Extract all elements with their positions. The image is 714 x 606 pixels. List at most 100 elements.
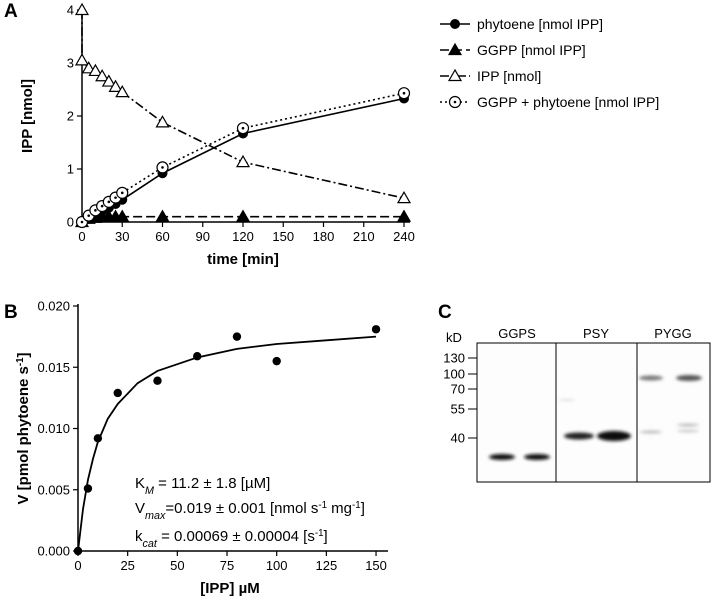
y-axis-label-part: ] bbox=[15, 352, 32, 357]
point bbox=[236, 122, 250, 135]
point-dot bbox=[80, 220, 84, 224]
legend-marker bbox=[450, 19, 460, 29]
y-tick-label: 1 bbox=[67, 162, 74, 177]
gel-lane-label: PYGG bbox=[654, 326, 692, 341]
point-dot bbox=[120, 191, 124, 195]
point-dot bbox=[402, 91, 406, 95]
point bbox=[73, 546, 83, 556]
x-tick-label: 210 bbox=[353, 229, 375, 244]
point bbox=[235, 154, 251, 168]
x-tick-label: 180 bbox=[313, 229, 335, 244]
point-dot bbox=[241, 126, 245, 130]
annotation-part: = 0.00069 ± 0.00004 [s bbox=[157, 528, 315, 545]
point bbox=[115, 209, 130, 222]
point-dot bbox=[87, 214, 91, 217]
point bbox=[153, 376, 162, 385]
point bbox=[74, 2, 90, 16]
point-dot bbox=[94, 209, 97, 212]
y-tick-label: 0.020 bbox=[37, 299, 70, 314]
y-tick-label: 0.015 bbox=[37, 360, 70, 375]
annotation: KM = 11.2 ± 1.8 [µM] bbox=[135, 475, 270, 497]
point bbox=[232, 332, 242, 341]
panel-label: B bbox=[4, 302, 18, 323]
y-axis-label: IPP [nmol] bbox=[19, 79, 36, 153]
annotation-part: V bbox=[135, 500, 145, 517]
point bbox=[93, 434, 103, 443]
point bbox=[447, 42, 463, 56]
x-axis-label: time [min] bbox=[207, 251, 279, 268]
y-tick-label: 0.000 bbox=[37, 544, 70, 559]
point bbox=[396, 209, 412, 222]
legend-marker bbox=[448, 95, 462, 109]
gel-lane-label: GGPS bbox=[498, 326, 536, 341]
point-dot bbox=[114, 196, 117, 199]
x-tick-label: 100 bbox=[266, 558, 288, 573]
legend-marker bbox=[447, 68, 463, 82]
point bbox=[450, 19, 460, 29]
x-tick-label: 150 bbox=[272, 229, 294, 244]
y-tick-label: 0.010 bbox=[37, 421, 70, 436]
point bbox=[108, 79, 123, 92]
gel-image bbox=[476, 342, 711, 483]
annotation-part: k bbox=[135, 528, 143, 545]
gel-marker-label: 55 bbox=[451, 402, 465, 417]
point bbox=[95, 69, 110, 82]
point bbox=[81, 61, 96, 74]
panel-label: A bbox=[4, 1, 18, 22]
point bbox=[155, 209, 170, 222]
x-tick-label: 50 bbox=[170, 558, 184, 573]
point bbox=[371, 325, 381, 334]
annotation-part: ] bbox=[361, 500, 365, 517]
annotation-part: mg bbox=[327, 500, 352, 517]
annotation-part: M bbox=[145, 485, 154, 497]
point bbox=[115, 84, 130, 98]
x-tick-label: 90 bbox=[196, 229, 210, 244]
gel-marker-label: 100 bbox=[443, 367, 465, 382]
point bbox=[235, 209, 251, 222]
point-dot bbox=[100, 204, 104, 208]
point bbox=[116, 186, 129, 199]
point bbox=[88, 63, 103, 77]
x-tick-label: 125 bbox=[316, 558, 338, 573]
y-tick-label: 4 bbox=[67, 3, 74, 18]
x-tick-label: 150 bbox=[365, 558, 387, 573]
panel-label: C bbox=[438, 302, 452, 323]
point bbox=[397, 87, 411, 100]
gel-marker-label: 70 bbox=[451, 382, 465, 397]
point bbox=[113, 388, 122, 398]
gel-frame bbox=[476, 342, 711, 483]
x-axis-label: [IPP] µM bbox=[200, 580, 259, 597]
annotation-part: K bbox=[135, 475, 145, 492]
annotation-part: = 11.2 ± 1.8 [µM] bbox=[154, 475, 270, 492]
annotation-part: ] bbox=[324, 528, 328, 545]
legend-label: GGPP + phytoene [nmol IPP] bbox=[477, 94, 659, 110]
point bbox=[448, 95, 462, 109]
x-tick-label: 30 bbox=[115, 229, 129, 244]
gel-unit-label: kD bbox=[446, 330, 462, 345]
y-axis-label-part: -1 bbox=[15, 357, 26, 366]
point-dot bbox=[453, 100, 457, 104]
y-tick-label: 3 bbox=[67, 56, 74, 71]
x-tick-label: 25 bbox=[120, 558, 134, 573]
point bbox=[101, 74, 116, 87]
y-tick-label: 2 bbox=[67, 109, 74, 124]
legend-marker bbox=[447, 42, 463, 56]
y-tick-label: 0.005 bbox=[37, 482, 70, 497]
y-axis-label-part: V [pmol phytoene s bbox=[15, 366, 32, 504]
annotation-part: -1 bbox=[352, 500, 361, 511]
legend-label: GGPP [nmol IPP] bbox=[477, 42, 586, 58]
point-dot bbox=[161, 166, 164, 169]
x-tick-label: 240 bbox=[393, 229, 415, 244]
y-axis-label: V [pmol phytoene s-1] bbox=[15, 352, 33, 504]
annotation: kcat = 0.00069 ± 0.00004 [s-1] bbox=[135, 528, 328, 551]
gel-marker-label: 130 bbox=[443, 351, 465, 366]
x-tick-label: 60 bbox=[155, 229, 169, 244]
annotation-part: -1 bbox=[315, 528, 324, 539]
gel-marker-label: 40 bbox=[451, 431, 465, 446]
point bbox=[74, 53, 90, 66]
x-tick-label: 75 bbox=[220, 558, 234, 573]
point bbox=[83, 484, 93, 493]
legend-label: phytoene [nmol IPP] bbox=[477, 16, 603, 32]
point bbox=[272, 356, 281, 366]
